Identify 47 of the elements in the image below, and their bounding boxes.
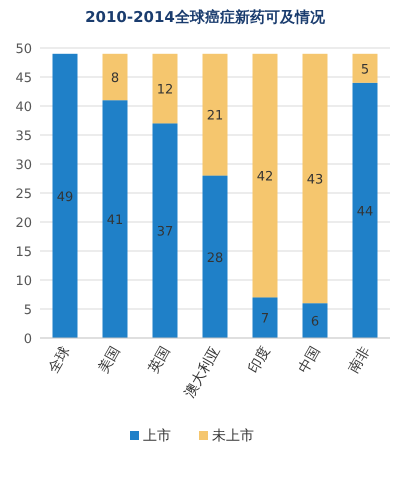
y-tick-label: 45 [15, 71, 32, 86]
bar [352, 54, 378, 83]
data-label: 21 [206, 108, 224, 124]
bar [302, 54, 328, 304]
data-label: 7 [260, 312, 270, 327]
y-tick-label: 15 [15, 245, 32, 260]
y-tick-label: 35 [15, 129, 32, 144]
x-tick-label: 英国 [146, 344, 174, 376]
data-label: 8 [110, 71, 120, 86]
legend-label: 上市 [143, 428, 171, 444]
bar [52, 54, 78, 338]
y-tick-label: 20 [15, 216, 32, 231]
y-tick-label: 5 [24, 303, 32, 318]
y-tick-label: 50 [15, 42, 32, 57]
bar [202, 176, 228, 338]
bar [302, 303, 328, 338]
y-tick-label: 10 [15, 274, 32, 289]
data-label: 42 [256, 170, 274, 185]
data-label: 5 [360, 62, 370, 78]
bar [102, 54, 128, 100]
chart-title: 2010-2014全球癌症新药可及情况 [85, 8, 326, 26]
y-tick-label: 0 [24, 332, 32, 347]
bar [202, 54, 228, 176]
bar [102, 100, 128, 338]
bar [252, 297, 278, 338]
bar [152, 123, 178, 338]
x-tick-label: 美国 [96, 344, 124, 376]
data-label: 41 [106, 213, 124, 228]
x-tick-label: 澳大利亚 [182, 344, 224, 400]
legend-label: 未上市 [212, 428, 254, 444]
x-tick-label: 印度 [246, 344, 274, 376]
x-tick-label: 南非 [346, 344, 374, 376]
bar [152, 54, 178, 124]
data-label: 12 [156, 82, 174, 98]
data-label: 6 [310, 314, 320, 330]
x-tick-label: 全球 [46, 344, 74, 376]
y-tick-label: 30 [15, 158, 32, 173]
bar [252, 54, 278, 298]
data-label: 43 [306, 172, 324, 188]
data-label: 44 [356, 204, 374, 220]
bar [352, 82, 378, 338]
x-tick-label: 中国 [296, 344, 324, 376]
data-label: 49 [56, 190, 74, 205]
y-tick-label: 40 [15, 100, 32, 115]
data-label: 37 [156, 224, 174, 240]
data-label: 28 [206, 250, 224, 266]
y-tick-label: 25 [15, 187, 32, 202]
